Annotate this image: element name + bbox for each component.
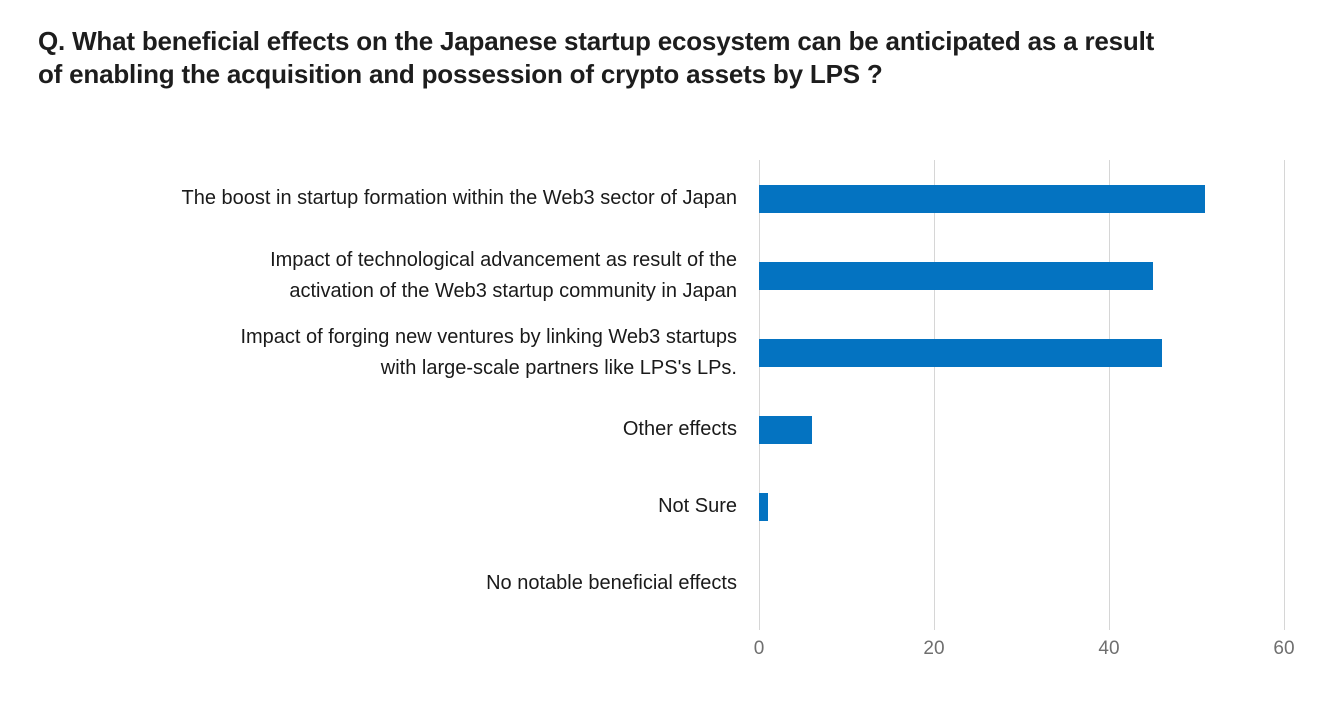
x-axis: 0 20 40 60 [754, 622, 1319, 670]
bar-track [759, 492, 1319, 521]
bar [759, 338, 1162, 367]
bar [759, 184, 1206, 213]
chart-rows: The boost in startup formation within th… [0, 160, 1336, 622]
chart-row: Not Sure [0, 468, 1336, 545]
category-label: Not Sure [658, 495, 737, 517]
bar [759, 261, 1153, 290]
x-tick-label: 20 [923, 638, 945, 659]
x-tick-label: 0 [753, 638, 765, 659]
chart-row: Other effects [0, 391, 1336, 468]
bar-chart: The boost in startup formation within th… [0, 160, 1336, 670]
category-label: No notable beneficial effects [486, 572, 737, 594]
bar [759, 492, 768, 521]
x-tick-label: 60 [1273, 638, 1295, 659]
category-label: The boost in startup formation within th… [181, 187, 738, 209]
category-label: Other effects [622, 418, 737, 440]
bar-track [759, 261, 1319, 290]
chart-question-title: Q. What beneficial effects on the Japane… [38, 26, 1155, 89]
bar-track [759, 415, 1319, 444]
x-tick-label: 40 [1098, 638, 1120, 659]
bar-track [759, 338, 1319, 367]
chart-row: Impact of technological advancement as r… [0, 237, 1336, 314]
bar-track [759, 570, 1319, 598]
bar [759, 415, 812, 444]
bar-track [759, 184, 1319, 213]
chart-row: No notable beneficial effects [0, 545, 1336, 622]
chart-row: The boost in startup formation within th… [0, 160, 1336, 237]
category-label: Impact of technological advancement as r… [270, 248, 737, 302]
category-label: Impact of forging new ventures by linkin… [240, 325, 737, 379]
chart-row: Impact of forging new ventures by linkin… [0, 314, 1336, 391]
